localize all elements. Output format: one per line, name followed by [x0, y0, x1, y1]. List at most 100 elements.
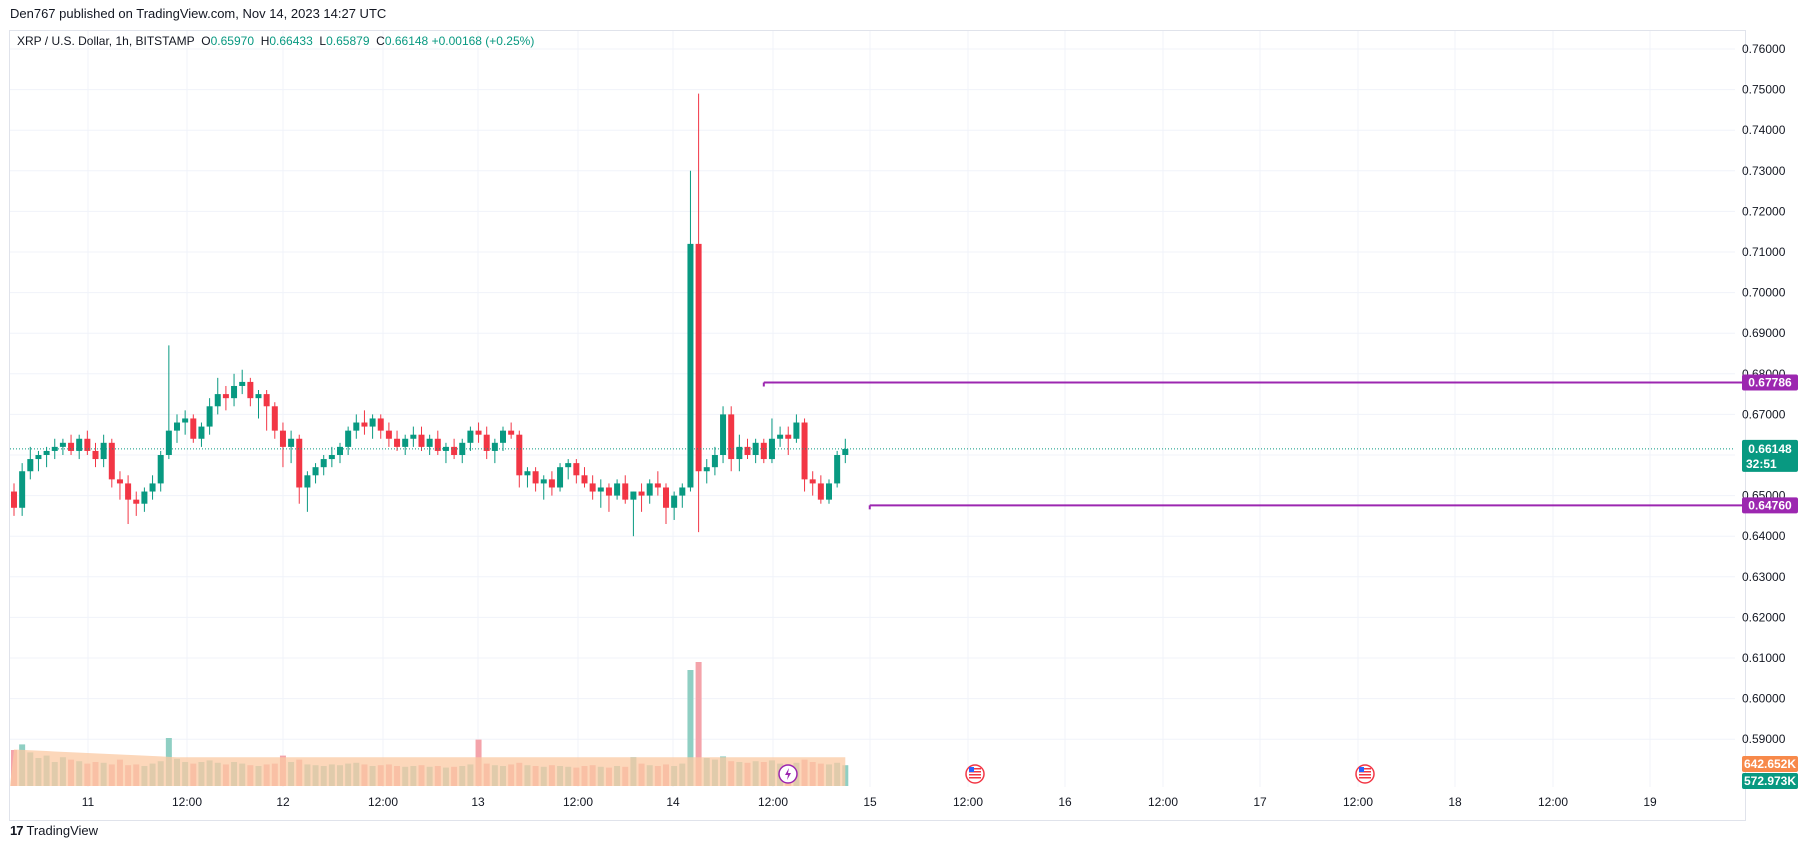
last-price-tag-bg	[1742, 439, 1798, 472]
volume-tag-bg	[1742, 773, 1798, 789]
candle-body	[361, 422, 368, 427]
candle-body	[679, 487, 686, 496]
footer-brand[interactable]: 17 TradingView	[10, 823, 98, 838]
candle-body	[646, 483, 653, 496]
time-tick-label: 19	[1643, 795, 1657, 809]
candle-body	[100, 442, 107, 460]
volume-ma-tag-bg	[1742, 756, 1798, 772]
support-price-tag-bg	[1742, 497, 1798, 514]
candle-body	[190, 418, 197, 439]
chart-frame[interactable]	[9, 30, 1746, 821]
countdown-tag: 32:51	[1746, 457, 1777, 471]
candle-body	[475, 430, 482, 435]
candle-body	[597, 487, 604, 492]
high-value: 0.66433	[269, 34, 313, 48]
candle-body	[369, 418, 376, 427]
time-axis: 11 12:00 12 12:00 13 12:00 14 12:00 15 12:00 16 12:…	[82, 795, 1657, 809]
price-tick-label: 0.70000	[1742, 286, 1786, 300]
flag-canton	[969, 767, 974, 772]
time-tick-label: 17	[1253, 795, 1267, 809]
candle-body	[744, 446, 751, 455]
candle-body	[76, 438, 83, 451]
volume-bar	[695, 662, 702, 786]
candle-body	[736, 446, 743, 460]
candle-body	[777, 434, 784, 439]
candle-body	[255, 394, 262, 399]
low-value: 0.65879	[326, 34, 370, 48]
candle-body	[68, 442, 75, 451]
candle-body	[516, 434, 523, 476]
flag-stripe	[969, 774, 981, 776]
us-flag-icon	[1355, 764, 1375, 784]
candle-body	[198, 426, 205, 439]
candle-body	[59, 442, 66, 447]
candle-body	[548, 479, 555, 488]
time-tick-label: 13	[471, 795, 485, 809]
candle-body	[581, 475, 588, 484]
candle-body	[809, 479, 816, 484]
brand-label: TradingView	[26, 823, 99, 838]
candle-body	[222, 394, 229, 399]
flag-stripe	[1359, 774, 1371, 776]
candle-body	[467, 430, 474, 443]
publisher-line: Den767 published on TradingView.com, Nov…	[10, 6, 387, 21]
price-tick-label: 0.74000	[1742, 123, 1786, 137]
candle-body	[288, 438, 295, 447]
flag-stripe	[1359, 777, 1371, 779]
price-tick-label: 0.71000	[1742, 245, 1786, 259]
candle-body	[214, 394, 221, 407]
candle-body	[263, 394, 270, 407]
candle-body	[296, 438, 303, 488]
candle-body	[826, 483, 832, 500]
candle-body	[92, 450, 99, 460]
price-tick-label: 0.67000	[1742, 407, 1786, 421]
volume-tag: 572.973K	[1744, 774, 1796, 788]
candle-body	[760, 442, 767, 460]
volume-bar	[687, 670, 694, 786]
candle-body	[801, 422, 808, 480]
open-label: O	[201, 34, 211, 48]
candle-body	[11, 491, 17, 508]
volume-ma-tag: 642.652K	[1744, 757, 1796, 771]
candle-body	[312, 467, 319, 476]
time-tick-label: 15	[863, 795, 877, 809]
price-tick-label: 0.69000	[1742, 326, 1786, 340]
candle-body	[165, 430, 172, 455]
resistance-price-tag-bg	[1742, 374, 1798, 391]
candle-body	[565, 463, 572, 468]
candle-body	[133, 499, 140, 504]
candle-body	[817, 483, 824, 500]
candle-body	[768, 438, 775, 460]
candle-body	[410, 434, 417, 439]
candle-body	[385, 430, 392, 439]
candle-body	[605, 487, 612, 496]
candle-body	[491, 442, 498, 451]
candle-body	[141, 491, 148, 504]
candle-body	[27, 459, 34, 472]
candle-body	[377, 418, 384, 431]
candle-body	[247, 381, 254, 399]
price-tick-label: 0.62000	[1742, 610, 1786, 624]
candle-body	[834, 455, 841, 484]
flag-stripe	[969, 771, 981, 773]
price-tick-label: 0.60000	[1742, 692, 1786, 706]
candle-body	[149, 483, 156, 492]
price-axis: 0.76000 0.75000 0.74000 0.73000 0.72000 0.710…	[1742, 42, 1786, 746]
candle-body	[622, 483, 629, 500]
close-label: C	[376, 34, 385, 48]
candle-body	[353, 422, 360, 431]
time-tick-label: 16	[1058, 795, 1072, 809]
flag-stripe	[969, 768, 981, 770]
lightning-glyph	[785, 768, 791, 780]
candle-body	[703, 467, 710, 472]
candle-body	[842, 448, 849, 455]
candle-body	[793, 422, 800, 439]
candle-body	[524, 471, 531, 476]
time-tick-label: 12:00	[1343, 795, 1373, 809]
event-markers	[778, 764, 1375, 784]
candle-body	[557, 467, 564, 488]
candle-body	[434, 438, 441, 451]
candle-body	[483, 434, 490, 451]
